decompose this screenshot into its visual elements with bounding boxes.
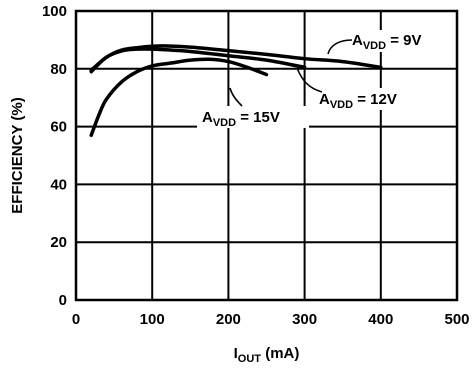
annotation-9v-leader [327, 39, 353, 55]
y-tick-label: 80 [50, 61, 67, 78]
y-tick-label: 0 [59, 292, 67, 309]
annotation-12v-label: AVDD = 12V [319, 91, 397, 111]
y-tick-label: 100 [42, 3, 67, 20]
x-axis-title-main: I [234, 345, 238, 362]
y-axis-title: EFFICIENCY (%) [9, 97, 26, 213]
x-axis-title-unit: (mA) [261, 345, 299, 362]
x-axis-title-sub: OUT [238, 353, 262, 365]
plot-frame [74, 9, 459, 302]
series-12v-curve [89, 47, 307, 74]
x-tick-label: 100 [140, 311, 165, 328]
x-tick-label: 500 [444, 311, 469, 328]
y-tick-label: 40 [50, 176, 67, 193]
x-tick-label: 200 [216, 311, 241, 328]
annotation-9v-label: AVDD = 9V [352, 32, 422, 52]
annotation-12v-backdrop [314, 88, 426, 110]
tick-labels: 0 100 200 300 400 500 0 20 40 60 80 100 [42, 3, 470, 328]
x-axis-title: IOUT (mA) [234, 345, 300, 365]
y-tick-label: 60 [50, 119, 67, 136]
annotation-15v-leader [229, 87, 243, 107]
annotation-15v-label: AVDD = 15V [202, 109, 280, 129]
x-tick-label: 400 [368, 311, 393, 328]
series-15v-curve [89, 57, 269, 138]
y-tick-label: 20 [50, 234, 67, 251]
x-tick-label: 300 [292, 311, 317, 328]
x-tick-label: 0 [72, 311, 80, 328]
series-curves [89, 44, 383, 138]
series-annotations: AVDD = 9V AVDD = 12V AVDD = 15V [197, 30, 449, 129]
annotation-12v-leader [296, 67, 323, 93]
annotation-9v-backdrop [347, 30, 449, 52]
annotation-15v-backdrop [197, 106, 309, 128]
